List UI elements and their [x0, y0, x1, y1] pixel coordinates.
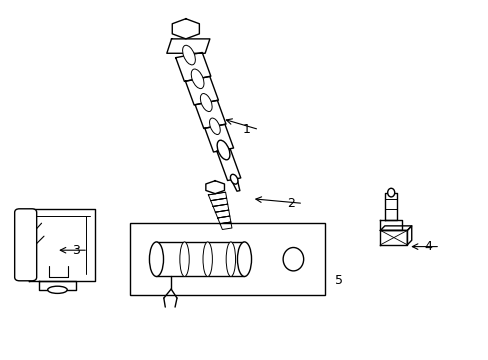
Polygon shape	[208, 192, 226, 201]
Ellipse shape	[237, 242, 251, 276]
FancyBboxPatch shape	[15, 209, 37, 281]
Polygon shape	[29, 209, 95, 281]
Bar	[129, 223, 325, 295]
Ellipse shape	[283, 248, 303, 271]
Ellipse shape	[47, 286, 67, 293]
Polygon shape	[380, 226, 411, 230]
Text: 5: 5	[334, 274, 342, 287]
Polygon shape	[195, 100, 225, 129]
Polygon shape	[215, 210, 229, 218]
Polygon shape	[210, 198, 227, 206]
Ellipse shape	[191, 69, 203, 89]
Polygon shape	[166, 39, 209, 53]
Ellipse shape	[230, 174, 238, 184]
Text: 1: 1	[243, 123, 250, 136]
Polygon shape	[385, 193, 396, 220]
Polygon shape	[380, 220, 401, 230]
Polygon shape	[204, 124, 233, 152]
Ellipse shape	[180, 242, 189, 276]
Polygon shape	[185, 76, 218, 105]
Polygon shape	[172, 19, 199, 39]
Ellipse shape	[182, 45, 195, 65]
Ellipse shape	[226, 242, 235, 276]
Polygon shape	[205, 181, 224, 194]
Text: 2: 2	[286, 197, 294, 210]
Ellipse shape	[200, 94, 212, 112]
Ellipse shape	[149, 242, 163, 276]
Polygon shape	[220, 222, 231, 230]
Ellipse shape	[217, 140, 229, 160]
Polygon shape	[175, 53, 210, 81]
Polygon shape	[213, 204, 228, 212]
Polygon shape	[39, 281, 76, 290]
Ellipse shape	[203, 242, 212, 276]
Ellipse shape	[209, 118, 220, 135]
Polygon shape	[380, 230, 407, 245]
Ellipse shape	[387, 188, 394, 197]
Polygon shape	[407, 226, 411, 245]
Text: 4: 4	[423, 240, 431, 253]
Polygon shape	[231, 179, 240, 191]
Polygon shape	[217, 216, 230, 224]
Polygon shape	[217, 149, 240, 180]
Text: 3: 3	[72, 244, 80, 257]
